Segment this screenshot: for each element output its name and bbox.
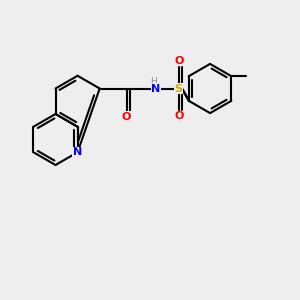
Text: O: O [175,56,184,66]
Text: H: H [150,76,157,85]
Text: S: S [175,83,183,94]
Text: N: N [151,83,160,94]
Text: O: O [122,112,131,122]
Text: N: N [73,147,82,157]
Text: O: O [175,111,184,121]
